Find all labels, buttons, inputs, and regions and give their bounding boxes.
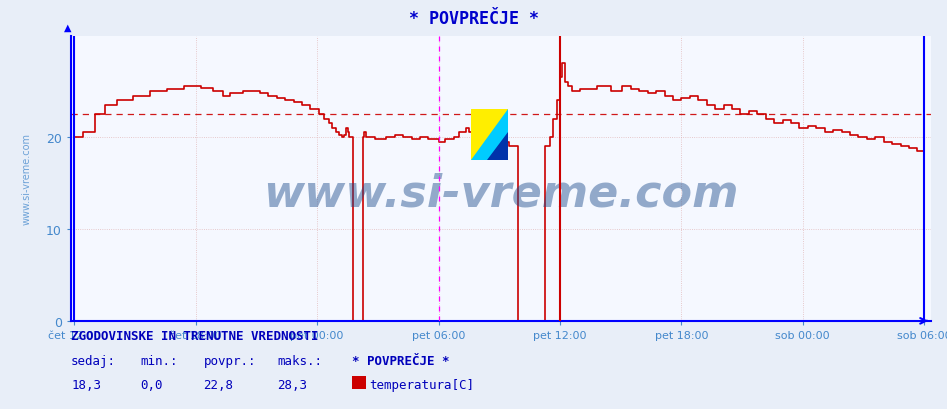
Text: 22,8: 22,8 <box>204 378 234 391</box>
Text: temperatura[C]: temperatura[C] <box>369 378 474 391</box>
Text: www.si-vreme.com: www.si-vreme.com <box>263 172 739 215</box>
Text: maks.:: maks.: <box>277 354 323 367</box>
Text: #4488cc: #4488cc <box>7 158 16 202</box>
Text: min.:: min.: <box>140 354 178 367</box>
Text: sedaj:: sedaj: <box>71 354 116 367</box>
Text: 18,3: 18,3 <box>71 378 101 391</box>
Text: * POVPREČJE *: * POVPREČJE * <box>352 354 450 367</box>
Polygon shape <box>471 110 508 161</box>
Text: ZGODOVINSKE IN TRENUTNE VREDNOSTI: ZGODOVINSKE IN TRENUTNE VREDNOSTI <box>71 329 318 342</box>
Text: ▲: ▲ <box>63 23 71 33</box>
Text: 28,3: 28,3 <box>277 378 308 391</box>
Text: * POVPREČJE *: * POVPREČJE * <box>408 10 539 28</box>
Text: povpr.:: povpr.: <box>204 354 256 367</box>
Text: 0,0: 0,0 <box>140 378 163 391</box>
Polygon shape <box>488 133 508 161</box>
Text: www.si-vreme.com: www.si-vreme.com <box>22 133 31 225</box>
Polygon shape <box>471 110 508 161</box>
